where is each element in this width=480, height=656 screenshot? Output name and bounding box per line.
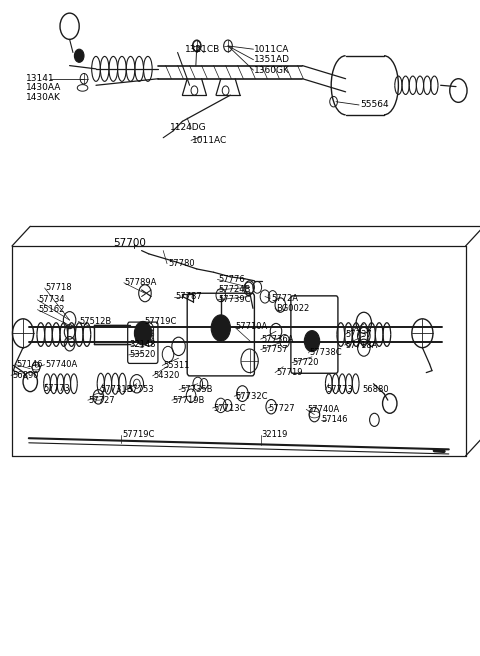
Text: 57740A: 57740A <box>307 405 339 414</box>
Text: 57146: 57146 <box>322 415 348 424</box>
Circle shape <box>134 321 152 345</box>
Text: 55311: 55311 <box>163 361 190 370</box>
Text: 1430AA: 1430AA <box>26 83 62 92</box>
Text: 1321CB: 1321CB <box>185 45 220 54</box>
Text: 57700: 57700 <box>113 237 145 248</box>
Text: 55162: 55162 <box>38 305 65 314</box>
Text: 57719C: 57719C <box>122 430 155 440</box>
Text: 57740A: 57740A <box>46 360 78 369</box>
Text: 57773: 57773 <box>326 385 353 394</box>
Circle shape <box>211 315 230 341</box>
Text: 57731B: 57731B <box>101 385 133 394</box>
Text: 57720: 57720 <box>293 358 319 367</box>
Text: 57727: 57727 <box>89 396 115 405</box>
Text: 57753: 57753 <box>127 385 154 394</box>
Text: 54320: 54320 <box>154 371 180 380</box>
Text: 57735B: 57735B <box>180 385 213 394</box>
Text: 57737: 57737 <box>346 330 372 339</box>
Text: 57718: 57718 <box>46 283 72 293</box>
Text: 57773: 57773 <box>43 384 70 393</box>
Text: 1011AC: 1011AC <box>192 136 227 145</box>
Text: 57776: 57776 <box>218 275 245 284</box>
Text: 1360GK: 1360GK <box>254 66 290 75</box>
Text: 57736A: 57736A <box>262 335 294 344</box>
Text: 32148: 32148 <box>130 340 156 349</box>
Text: 57780: 57780 <box>168 259 194 268</box>
Text: 57146: 57146 <box>17 360 43 369</box>
Text: 53520: 53520 <box>130 350 156 359</box>
Text: 57787: 57787 <box>175 292 202 301</box>
Text: 57789A: 57789A <box>125 278 157 287</box>
Text: 13141: 13141 <box>26 74 55 83</box>
Text: 57710A: 57710A <box>235 322 267 331</box>
Text: 56890: 56890 <box>12 371 38 380</box>
Text: 1351AD: 1351AD <box>254 55 290 64</box>
Text: 57757: 57757 <box>262 345 288 354</box>
Text: 57719B: 57719B <box>173 396 205 405</box>
Text: 57732C: 57732C <box>235 392 268 401</box>
Circle shape <box>304 331 320 352</box>
Circle shape <box>74 49 84 62</box>
Text: 1430AK: 1430AK <box>26 92 61 102</box>
Text: 32119: 32119 <box>262 430 288 440</box>
Text: 57738C: 57738C <box>310 348 342 358</box>
Text: 57719C: 57719C <box>144 317 176 326</box>
Text: 1011CA: 1011CA <box>254 45 290 54</box>
Text: 57512B: 57512B <box>79 317 111 326</box>
Text: 57727: 57727 <box>269 403 295 413</box>
Text: 57718A: 57718A <box>346 340 378 350</box>
Text: 1124DG: 1124DG <box>170 123 207 133</box>
Text: 56880: 56880 <box>362 385 389 394</box>
Text: 57734: 57734 <box>38 295 65 304</box>
Text: 5772A: 5772A <box>271 294 298 303</box>
Text: 55564: 55564 <box>360 100 389 110</box>
Text: 57724B: 57724B <box>218 285 251 295</box>
Text: 57713C: 57713C <box>214 403 246 413</box>
Text: BG0022: BG0022 <box>276 304 309 313</box>
Text: 57739C: 57739C <box>218 295 251 304</box>
Text: 57719: 57719 <box>276 368 302 377</box>
